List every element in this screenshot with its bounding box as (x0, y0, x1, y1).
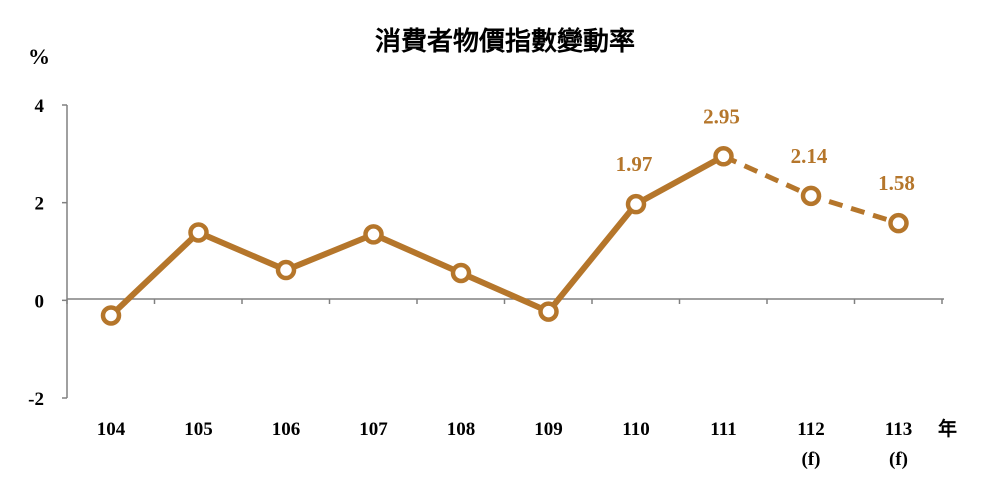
data-point (450, 262, 472, 284)
x-axis-unit-label: 年 (938, 417, 957, 440)
data-point (363, 224, 384, 245)
x-tick-note: (f) (802, 449, 821, 470)
x-tick-label: 113 (885, 419, 912, 440)
x-axis-ticks: 104 105 106 107 108 109 110 111 112 (f) 113 (f) (66, 299, 943, 470)
y-tick-label: 0 (35, 291, 45, 312)
x-tick-note: (f) (889, 449, 908, 470)
x-tick-label: 107 (359, 419, 388, 440)
x-tick-label: 111 (710, 419, 736, 440)
data-label: 2.95 (703, 104, 740, 128)
data-point (188, 222, 209, 243)
series-points (100, 146, 909, 326)
series-line-actual (108, 153, 725, 318)
x-tick-label: 109 (534, 419, 563, 440)
data-labels: 1.97 2.95 2.14 1.58 (616, 104, 915, 195)
x-tick-label: 108 (447, 419, 476, 440)
y-axis-unit-label: % (28, 44, 50, 69)
x-tick-label: 106 (272, 419, 301, 440)
data-point (275, 259, 297, 281)
data-point (538, 301, 559, 322)
y-tick-label: 4 (35, 96, 45, 117)
data-point (800, 185, 822, 207)
data-point (100, 305, 122, 326)
x-tick-label: 112 (797, 419, 824, 440)
x-tick-label: 105 (184, 419, 213, 440)
y-tick-label: 2 (35, 194, 45, 215)
data-point (625, 193, 647, 215)
data-label: 2.14 (791, 144, 828, 168)
data-point (888, 212, 909, 234)
y-axis-ticks: 4 2 0 -2 (28, 96, 67, 410)
data-point (713, 146, 734, 167)
x-tick-label: 110 (622, 419, 649, 440)
data-label: 1.97 (616, 152, 653, 176)
series-lines (108, 153, 900, 318)
x-tick-label: 104 (97, 419, 126, 440)
y-tick-label: -2 (28, 389, 44, 410)
chart-title: 消費者物價指數變動率 (375, 26, 635, 57)
data-label: 1.58 (878, 171, 915, 195)
